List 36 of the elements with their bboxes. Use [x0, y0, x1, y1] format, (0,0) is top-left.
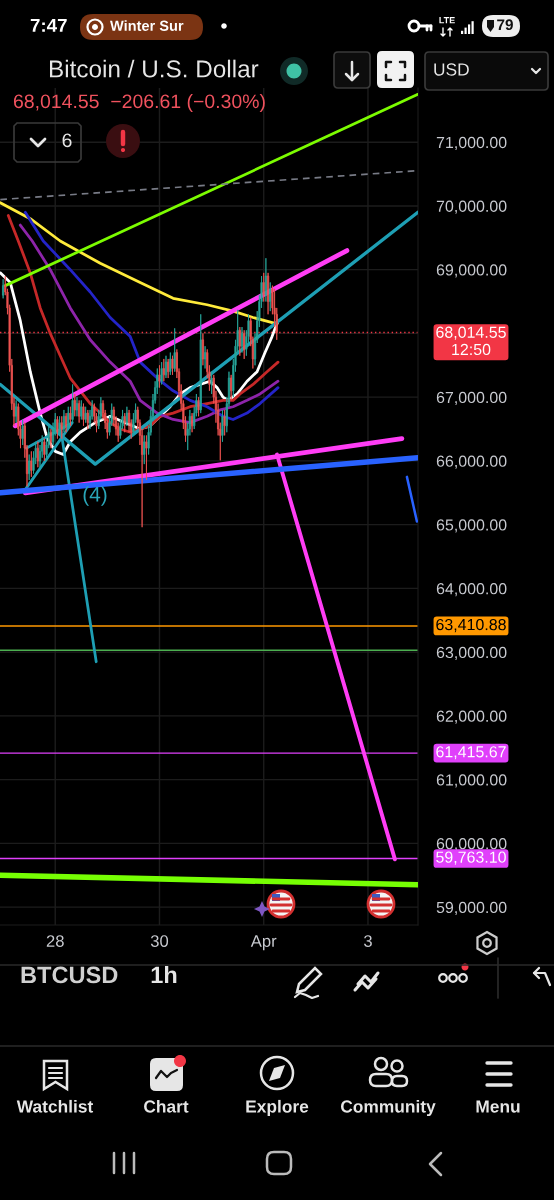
- annotation: 6: [62, 133, 72, 148]
- ref-line-label: 68,014.55 12:50: [436, 326, 506, 356]
- y-tick-label: 69,000.00: [436, 264, 507, 278]
- text: BTCUSD: [21, 966, 118, 984]
- x-tick-label: 3: [363, 935, 372, 947]
- y-tick-label: 65,000.00: [436, 519, 507, 533]
- text: Explore: [246, 1099, 309, 1117]
- ref-line-label: 63,410.88: [436, 618, 506, 633]
- y-tick-label: 59,000.00: [436, 901, 507, 915]
- ref-line-label: 59,763.10: [436, 851, 506, 865]
- text: 79: [497, 19, 513, 31]
- text: Winter Sur: [110, 20, 184, 31]
- text: USD: [434, 63, 469, 76]
- text: 1h: [151, 965, 177, 984]
- y-tick-label: 63,000.00: [436, 646, 507, 660]
- y-tick-label: 70,000.00: [436, 200, 507, 214]
- x-tick-label: 28: [46, 935, 64, 947]
- text: 7:47: [30, 18, 67, 32]
- y-tick-label: 62,000.00: [436, 710, 507, 724]
- text: Community: [340, 1099, 436, 1117]
- text: Menu: [476, 1100, 520, 1113]
- text: Chart: [144, 1099, 189, 1113]
- text: LTE: [439, 17, 455, 24]
- y-tick-label: 66,000.00: [436, 455, 507, 469]
- annotation: (4): [83, 486, 107, 506]
- chart-title: Bitcoin / U.S. Dollar: [49, 59, 259, 78]
- y-tick-label: 64,000.00: [436, 583, 507, 597]
- y-tick-label: 60,000.00: [436, 838, 507, 852]
- y-tick-label: 71,000.00: [436, 136, 507, 151]
- y-tick-label: 67,000.00: [436, 391, 507, 406]
- ref-line-label: 61,415.67: [436, 746, 506, 760]
- x-tick-label: 30: [150, 935, 169, 947]
- y-tick-label: 61,000.00: [436, 774, 507, 788]
- text: Watchlist: [16, 1099, 94, 1113]
- x-tick-label: Apr: [250, 935, 277, 951]
- chart-subtitle: 68,014.55 −206.61 (−0.30%): [13, 93, 265, 113]
